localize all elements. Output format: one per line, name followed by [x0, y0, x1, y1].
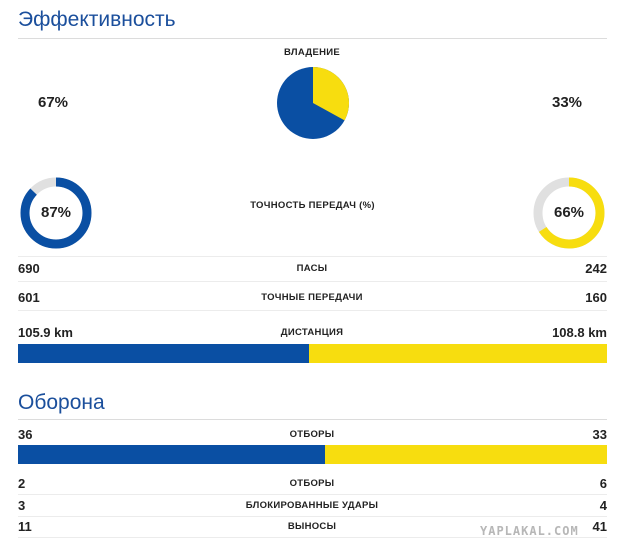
- passes-label: ПАСЫ: [296, 263, 328, 274]
- passes-team-a: 690: [18, 261, 40, 276]
- tackles-team-b: 33: [592, 427, 607, 442]
- row-divider: [18, 310, 607, 311]
- accurate-passes-label: ТОЧНЫЕ ПЕРЕДАЧИ: [261, 292, 363, 303]
- section-divider: [18, 419, 607, 420]
- tackles-bar-team-a: [18, 445, 326, 464]
- tackles-bar-team-b: [325, 445, 607, 464]
- distance-label: ДИСТАНЦИЯ: [280, 327, 344, 338]
- accurate-passes-team-b: 160: [585, 290, 607, 305]
- possession-team-b: 33%: [552, 94, 583, 111]
- clearances-label: ВЫНОСЫ: [287, 521, 337, 532]
- blocked-shots-team-a: 3: [18, 498, 26, 513]
- possession-team-a: 67%: [38, 94, 69, 111]
- blocked-shots-team-b: 4: [599, 498, 607, 513]
- distance-bar-team-b: [308, 344, 607, 363]
- watermark: YAPLAKAL.COM: [480, 524, 579, 538]
- distance-team-a: 105.9 km: [18, 325, 73, 340]
- distance-comparison-bar: [18, 344, 607, 363]
- donut-fill: [533, 177, 605, 249]
- pass-accuracy-label: ТОЧНОСТЬ ПЕРЕДАЧ (%): [250, 200, 375, 211]
- pass-accuracy-team-b: 66%: [553, 204, 585, 221]
- possession-label: ВЛАДЕНИЕ: [283, 47, 341, 58]
- row-divider: [18, 281, 607, 282]
- section-title-efficiency: Эффективность: [18, 8, 176, 31]
- clearances-team-b: 41: [592, 519, 607, 534]
- tackles-label: ОТБОРЫ: [289, 429, 335, 440]
- tackles-won-team-b: 6: [599, 476, 607, 491]
- tackles-won-team-a: 2: [18, 476, 26, 491]
- tackles-comparison-bar: [18, 445, 607, 464]
- row-divider: [18, 516, 607, 517]
- distance-bar-team-a: [18, 344, 309, 363]
- accurate-passes-team-a: 601: [18, 290, 40, 305]
- row-divider: [18, 256, 607, 257]
- row-divider: [18, 537, 607, 538]
- blocked-shots-label: БЛОКИРОВАННЫЕ УДАРЫ: [245, 500, 379, 511]
- clearances-team-a: 11: [18, 519, 32, 534]
- tackles-won-label: ОТБОРЫ: [289, 478, 335, 489]
- distance-team-b: 108.8 km: [552, 325, 607, 340]
- pass-accuracy-donut-team-a: [20, 177, 92, 249]
- donut-fill: [20, 177, 92, 249]
- section-divider: [18, 38, 607, 39]
- tackles-team-a: 36: [18, 427, 33, 442]
- pass-accuracy-team-a: 87%: [40, 204, 72, 221]
- possession-pie-chart: [277, 67, 350, 139]
- section-title-defense: Оборона: [18, 391, 105, 414]
- row-divider: [18, 494, 607, 495]
- possession-pie-team-b: [313, 67, 350, 121]
- passes-team-b: 242: [585, 261, 607, 276]
- pass-accuracy-donut-team-b: [533, 177, 605, 249]
